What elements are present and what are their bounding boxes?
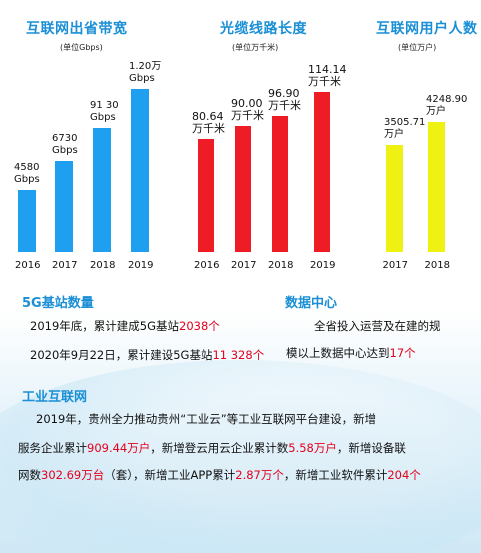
text: 模以上数据中心达到 bbox=[286, 346, 390, 360]
bar-2018 bbox=[272, 116, 288, 252]
bar-value-label: 4580 Gbps bbox=[14, 162, 40, 186]
text: ，新增设备联 bbox=[336, 441, 406, 455]
bar-value-line: Gbps bbox=[90, 111, 116, 123]
x-tick-label: 2017 bbox=[52, 260, 78, 271]
bar-2018 bbox=[428, 122, 445, 252]
x-tick-label: 2018 bbox=[268, 260, 294, 271]
x-tick-label: 2018 bbox=[90, 260, 116, 271]
text: 2020年9月22日，累计建设5G基站 bbox=[30, 348, 213, 362]
bar-2019 bbox=[314, 92, 330, 252]
bar-value-line: 万千米 bbox=[192, 121, 225, 135]
bar-2017 bbox=[55, 160, 73, 252]
x-tick-label: 2016 bbox=[194, 260, 220, 271]
bar-value-line: 万户 bbox=[426, 106, 446, 117]
bar-value-line: 4580 bbox=[14, 161, 40, 173]
x-tick-label: 2017 bbox=[231, 260, 257, 271]
text: 网数 bbox=[18, 468, 41, 482]
bar-value-label: 3505.71 万户 bbox=[384, 117, 425, 141]
bar-value-line: 90.00 bbox=[231, 96, 263, 110]
bar-value-line: 1.20万 bbox=[129, 61, 162, 72]
bar-value-line: 6730 bbox=[52, 132, 78, 144]
highlight-value: 11 328个 bbox=[212, 348, 265, 362]
industrial-line-1: 2019年，贵州全力推动贵州“工业云”等工业互联网平台建设，新增 bbox=[36, 412, 377, 426]
highlight-value: 2038个 bbox=[179, 319, 220, 333]
x-tick-label: 2016 bbox=[15, 260, 41, 271]
chart-title: 光缆线路长度 bbox=[220, 21, 307, 37]
highlight-value: 909.44万户 bbox=[87, 441, 151, 455]
highlight-value: 5.58万户 bbox=[288, 441, 337, 455]
highlight-value: 17个 bbox=[389, 346, 416, 360]
background-wave bbox=[0, 360, 481, 553]
bar-value-line: 96.90 bbox=[268, 87, 300, 101]
datacenter-line-1: 全省投入运营及在建的规 bbox=[314, 319, 441, 333]
x-tick-label: 2019 bbox=[128, 260, 154, 271]
text: （套），新增工业APP累计 bbox=[104, 468, 236, 482]
bar-value-label: 96.90 万千米 bbox=[268, 88, 301, 112]
5g-line-1: 2019年底，累计建成5G基站2038个 bbox=[30, 318, 220, 334]
bar-2018 bbox=[93, 127, 111, 252]
text: ，新增工业软件累计 bbox=[283, 468, 388, 482]
bar-value-line: 万千米 bbox=[308, 75, 341, 88]
bar-value-line: 3505.71 bbox=[384, 116, 426, 128]
bar-2017 bbox=[386, 144, 403, 252]
text: ，新增登云用云企业累计数 bbox=[150, 441, 289, 455]
bar-2019 bbox=[131, 89, 149, 252]
chart-title: 互联网用户人数 bbox=[376, 21, 478, 37]
datacenter-line-2: 模以上数据中心达到17个 bbox=[286, 345, 416, 361]
bar-2017 bbox=[235, 125, 251, 252]
bar-value-line: Gbps bbox=[14, 173, 40, 185]
bar-value-line: 114.14 bbox=[308, 63, 347, 76]
bar-value-line: Gbps bbox=[129, 73, 155, 84]
highlight-value: 302.69万台 bbox=[41, 468, 105, 482]
highlight-value: 204个 bbox=[387, 468, 421, 482]
bar-2016 bbox=[198, 138, 214, 252]
industrial-internet-title: 工业互联网 bbox=[22, 390, 88, 405]
industrial-line-3: 网数302.69万台（套），新增工业APP累计2.87万个，新增工业软件累计20… bbox=[18, 467, 421, 483]
bar-value-line: 80.64 bbox=[192, 109, 224, 123]
x-tick-label: 2019 bbox=[310, 260, 336, 271]
5g-line-2: 2020年9月22日，累计建设5G基站11 328个 bbox=[30, 347, 264, 363]
bar-value-label: 114.14 万千米 bbox=[308, 64, 347, 88]
text: 2019年底，累计建成5G基站 bbox=[30, 319, 179, 333]
text: 服务企业累计 bbox=[18, 441, 87, 455]
bar-value-label: 91 30 Gbps bbox=[90, 100, 119, 124]
bar-value-label: 1.20万 Gbps bbox=[129, 61, 161, 85]
bar-2016 bbox=[18, 189, 36, 252]
x-tick-label: 2017 bbox=[382, 260, 408, 271]
bar-value-line: 万千米 bbox=[231, 108, 264, 122]
chart-unit: (单位万户) bbox=[398, 43, 437, 52]
highlight-value: 2.87万个 bbox=[235, 468, 284, 482]
x-tick-label: 2018 bbox=[424, 260, 450, 271]
chart-title: 互联网出省带宽 bbox=[26, 21, 128, 37]
bar-value-line: 万户 bbox=[384, 128, 404, 140]
bar-value-label: 6730 Gbps bbox=[52, 133, 78, 157]
bar-value-line: 4248.90 bbox=[426, 94, 468, 105]
bar-value-label: 80.64 万千米 bbox=[192, 109, 225, 135]
bar-value-label: 90.00 万千米 bbox=[231, 96, 264, 122]
bar-value-line: Gbps bbox=[52, 144, 78, 156]
chart-unit: (单位万千米) bbox=[232, 43, 279, 52]
bar-value-line: 万千米 bbox=[268, 99, 301, 113]
chart-unit: (单位Gbps) bbox=[60, 43, 103, 52]
5g-section-title: 5G基站数量 bbox=[22, 296, 94, 311]
datacenter-section-title: 数据中心 bbox=[285, 296, 338, 311]
bar-value-line: 91 30 bbox=[90, 99, 119, 111]
industrial-line-2: 服务企业累计909.44万户，新增登云用云企业累计数5.58万户，新增设备联 bbox=[18, 440, 406, 456]
bar-value-label: 4248.90 万户 bbox=[426, 94, 467, 118]
